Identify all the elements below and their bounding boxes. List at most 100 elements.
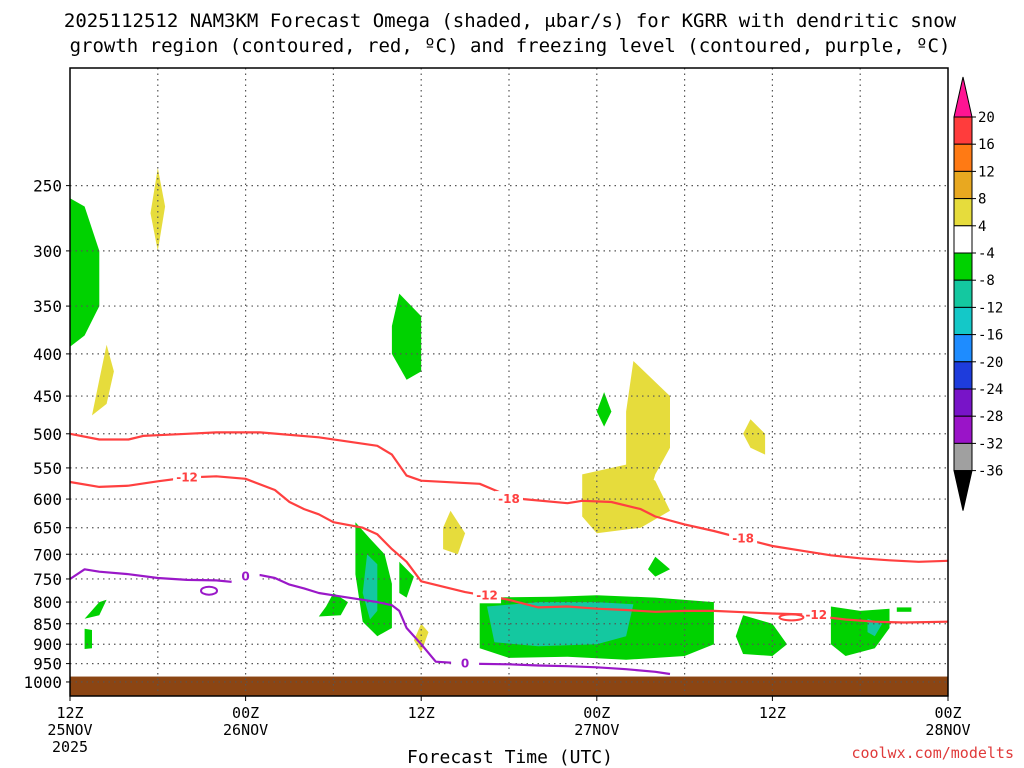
freezing-label-bg-0: [231, 568, 260, 585]
x-tick-4-line1: 12Z: [759, 704, 786, 722]
x-tick-2-line1: 12Z: [408, 704, 435, 722]
omega-region-2: [92, 344, 114, 416]
colorbar-label-9: -20: [978, 355, 1003, 371]
colorbar-label-8: -16: [978, 328, 1003, 344]
omega-region-22: [896, 607, 912, 612]
colorbar-swatch-2: [953, 143, 973, 172]
omega-region-3: [84, 599, 107, 619]
omega-region-21: [867, 618, 883, 637]
dgz-lower-contour-label-1: -12: [476, 588, 498, 602]
y-tick-900: 900: [33, 635, 62, 654]
chart-title: 2025112512 NAM3KM Forecast Omega (shaded…: [64, 10, 957, 57]
site-credit: coolwx.com/modelts: [851, 744, 1014, 762]
colorbar-swatch-8: [953, 306, 973, 336]
freezing-contour-label-1: 0: [461, 657, 469, 671]
freezing-contour-label-0: 0: [241, 570, 249, 584]
x-tick-0-line3: 2025: [52, 738, 88, 756]
colorbar-label-0: 20: [978, 110, 995, 126]
dgz-lower-label-bg-1: [473, 587, 502, 604]
y-tick-950: 950: [33, 655, 62, 674]
contour-layer: -18 -18 -12 -12 -12 0 0: [69, 431, 949, 676]
y-tick-700: 700: [33, 545, 62, 564]
plot-frame: [69, 67, 949, 697]
omega-region-10: [413, 623, 429, 653]
dgz-upper-label-bg-0: [495, 491, 523, 508]
y-tick-550: 550: [33, 459, 62, 478]
dgz-lower-label-bg-0: [173, 469, 202, 486]
x-tick-3-line2: 27NOV: [574, 721, 619, 739]
omega-region-5: [391, 293, 422, 380]
dgz-upper-contour-label-1: -18: [732, 532, 754, 546]
colorbar-swatch-3: [953, 170, 973, 200]
omega-shading-layer: [70, 168, 912, 660]
y-tick-500: 500: [33, 425, 62, 444]
colorbar-bottom-arrow: [953, 470, 973, 511]
colorbar-label-2: 12: [978, 164, 995, 180]
y-axis-tick-labels: 2503003504004505005506006507007508008509…: [23, 177, 70, 692]
colorbar-swatch-7: [953, 279, 973, 308]
x-tick-3-line1: 00Z: [583, 704, 610, 722]
y-tick-450: 450: [33, 387, 62, 406]
omega-region-7: [362, 554, 378, 620]
dgz-lower-label-bg-2: [802, 607, 831, 624]
colorbar-label-10: -24: [978, 382, 1003, 398]
colorbar-swatch-5: [953, 225, 973, 254]
colorbar-label-1: 16: [978, 137, 995, 153]
title-line-1: 2025112512 NAM3KM Forecast Omega (shaded…: [64, 10, 957, 32]
omega-region-11: [443, 510, 466, 555]
colorbar-swatch-13: [953, 442, 973, 472]
colorbar-label-6: -8: [978, 273, 995, 289]
omega-region-16: [626, 361, 670, 523]
colorbar-label-3: 8: [978, 192, 986, 208]
y-tick-650: 650: [33, 519, 62, 538]
colorbar-label-7: -12: [978, 300, 1003, 316]
omega-region-19: [743, 419, 766, 455]
colorbar-swatch-12: [953, 415, 973, 444]
colorbar-swatch-11: [953, 388, 973, 417]
y-tick-850: 850: [33, 615, 62, 634]
x-axis-title: Forecast Time (UTC): [407, 747, 613, 768]
colorbar-label-5: -4: [978, 246, 995, 262]
dgz-lower-contour-label-2: -12: [805, 608, 827, 622]
colorbar-swatch-10: [953, 361, 973, 390]
ground-surface: [70, 676, 948, 696]
y-tick-1000: 1000: [23, 673, 62, 692]
omega-region-0: [70, 198, 100, 347]
y-tick-400: 400: [33, 345, 62, 364]
x-tick-0-line1: 12Z: [56, 704, 83, 722]
colorbar-label-11: -28: [978, 409, 1003, 425]
y-tick-600: 600: [33, 490, 62, 509]
title-line-2: growth region (contoured, red, ºC) and f…: [70, 35, 951, 57]
colorbar-swatch-6: [953, 252, 973, 281]
dgz-lower-closed-loop: [778, 613, 805, 622]
y-tick-250: 250: [33, 177, 62, 196]
dgz-lower-contour-label-0: -12: [176, 471, 198, 485]
omega-region-18: [648, 556, 670, 577]
dgz-upper-label-bg-1: [729, 530, 758, 547]
colorbar-label-12: -32: [978, 436, 1003, 452]
colorbar-label-13: -36: [978, 464, 1003, 480]
dgz-upper-contour-label-0: -18: [498, 492, 520, 506]
omega-region-1: [150, 168, 166, 251]
colorbar-top-arrow: [953, 76, 973, 118]
x-tick-5-line2: 28NOV: [925, 721, 970, 739]
colorbar-swatch-9: [953, 334, 973, 363]
omega-region-14: [735, 615, 787, 656]
y-tick-300: 300: [33, 242, 62, 261]
colorbar-label-4: 4: [978, 219, 986, 235]
x-tick-5-line1: 00Z: [934, 704, 961, 722]
x-tick-1-line1: 00Z: [232, 704, 259, 722]
freezing-contour-line: [69, 568, 671, 676]
x-tick-1-line2: 26NOV: [223, 721, 268, 739]
omega-region-8: [318, 593, 348, 617]
colorbar: 20 16 12 8 4 -4 -8 -12 -16 -20 -24 -28 -32 -36: [953, 76, 1003, 511]
omega-region-17: [596, 392, 612, 427]
x-tick-0-line2: 25NOV: [47, 721, 92, 739]
omega-region-9: [399, 561, 414, 598]
colorbar-swatch-4: [953, 198, 973, 227]
y-tick-750: 750: [33, 570, 62, 589]
grid-lines: [70, 68, 948, 696]
freezing-closed-loop: [200, 585, 219, 596]
